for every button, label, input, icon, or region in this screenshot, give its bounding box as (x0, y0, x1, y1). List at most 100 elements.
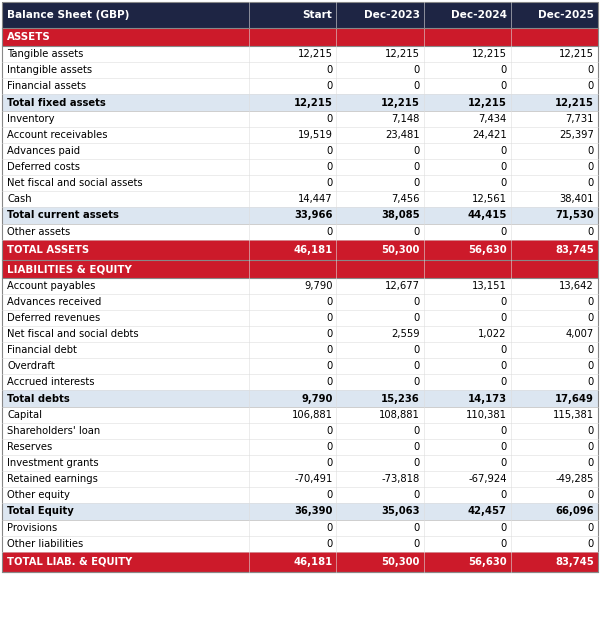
Text: 23,481: 23,481 (385, 130, 419, 140)
Text: 0: 0 (413, 490, 419, 500)
Bar (2, 46, 598, 62)
Text: Deferred costs: Deferred costs (7, 162, 80, 172)
Text: Total fixed assets: Total fixed assets (7, 97, 106, 107)
Bar (2, 455, 598, 471)
Text: Total debts: Total debts (7, 394, 70, 403)
Text: Other assets: Other assets (7, 227, 70, 237)
Text: Dec-2025: Dec-2025 (538, 10, 594, 20)
Bar (2, 487, 598, 503)
Text: 0: 0 (500, 442, 507, 452)
Text: 12,677: 12,677 (385, 281, 419, 291)
Text: 12,215: 12,215 (298, 49, 332, 59)
Text: 0: 0 (326, 313, 332, 323)
Text: 0: 0 (587, 442, 594, 452)
Text: LIABILITIES & EQUITY: LIABILITIES & EQUITY (7, 264, 132, 274)
Text: 0: 0 (500, 377, 507, 387)
Text: 38,085: 38,085 (381, 210, 419, 221)
Text: -67,924: -67,924 (468, 474, 507, 484)
Bar (2, 111, 598, 127)
Text: 12,561: 12,561 (472, 194, 507, 204)
Text: 0: 0 (587, 490, 594, 500)
Text: 0: 0 (587, 313, 594, 323)
Text: 0: 0 (587, 146, 594, 156)
Text: 0: 0 (587, 361, 594, 371)
Text: 36,390: 36,390 (294, 506, 332, 516)
Bar (2, 390, 598, 407)
Text: 0: 0 (326, 345, 332, 355)
Text: 0: 0 (413, 361, 419, 371)
Text: 0: 0 (326, 162, 332, 172)
Bar (2, 78, 598, 94)
Text: Accrued interests: Accrued interests (7, 377, 95, 387)
Text: 0: 0 (587, 345, 594, 355)
Text: Advances received: Advances received (7, 297, 101, 307)
Text: 14,447: 14,447 (298, 194, 332, 204)
Text: 0: 0 (500, 81, 507, 91)
Text: 83,745: 83,745 (555, 557, 594, 567)
Text: Financial assets: Financial assets (7, 81, 86, 91)
Text: 0: 0 (326, 539, 332, 549)
Text: 0: 0 (326, 458, 332, 468)
Text: Advances paid: Advances paid (7, 146, 80, 156)
Text: 12,215: 12,215 (381, 97, 419, 107)
Text: 0: 0 (413, 426, 419, 436)
Text: Capital: Capital (7, 410, 42, 420)
Text: Overdraft: Overdraft (7, 361, 55, 371)
Text: 9,790: 9,790 (304, 281, 332, 291)
Text: 0: 0 (500, 313, 507, 323)
Text: 0: 0 (500, 297, 507, 307)
Text: 0: 0 (500, 458, 507, 468)
Text: 12,215: 12,215 (559, 49, 594, 59)
Text: Financial debt: Financial debt (7, 345, 77, 355)
Text: 12,215: 12,215 (385, 49, 419, 59)
Text: Other liabilities: Other liabilities (7, 539, 83, 549)
Text: 0: 0 (413, 345, 419, 355)
Text: 0: 0 (587, 523, 594, 533)
Bar (2, 260, 598, 278)
Text: Total current assets: Total current assets (7, 210, 119, 221)
Bar (2, 520, 598, 536)
Text: 0: 0 (326, 361, 332, 371)
Text: 0: 0 (413, 313, 419, 323)
Text: 0: 0 (413, 523, 419, 533)
Text: Account payables: Account payables (7, 281, 95, 291)
Text: 7,456: 7,456 (391, 194, 419, 204)
Text: 0: 0 (500, 65, 507, 75)
Text: Intangible assets: Intangible assets (7, 65, 92, 75)
Text: 0: 0 (413, 377, 419, 387)
Text: 12,215: 12,215 (472, 49, 507, 59)
Bar (2, 191, 598, 207)
Text: 17,649: 17,649 (555, 394, 594, 403)
Bar (2, 127, 598, 143)
Text: 115,381: 115,381 (553, 410, 594, 420)
Text: 0: 0 (326, 377, 332, 387)
Text: 12,215: 12,215 (555, 97, 594, 107)
Text: 50,300: 50,300 (381, 557, 419, 567)
Text: 14,173: 14,173 (468, 394, 507, 403)
Text: 0: 0 (500, 345, 507, 355)
Bar (2, 552, 598, 572)
Text: 46,181: 46,181 (293, 557, 332, 567)
Text: 0: 0 (587, 162, 594, 172)
Text: 50,300: 50,300 (381, 245, 419, 255)
Text: TOTAL LIAB. & EQUITY: TOTAL LIAB. & EQUITY (7, 557, 132, 567)
Text: 0: 0 (587, 297, 594, 307)
Bar (2, 2, 598, 28)
Text: 0: 0 (413, 65, 419, 75)
Text: Tangible assets: Tangible assets (7, 49, 83, 59)
Bar (2, 407, 598, 423)
Text: 0: 0 (500, 227, 507, 237)
Text: 13,151: 13,151 (472, 281, 507, 291)
Text: 44,415: 44,415 (467, 210, 507, 221)
Text: 83,745: 83,745 (555, 245, 594, 255)
Text: -49,285: -49,285 (556, 474, 594, 484)
Text: 0: 0 (500, 426, 507, 436)
Text: Deferred revenues: Deferred revenues (7, 313, 100, 323)
Bar (2, 342, 598, 358)
Text: 0: 0 (413, 162, 419, 172)
Text: 35,063: 35,063 (381, 506, 419, 516)
Bar (2, 175, 598, 191)
Text: 0: 0 (413, 458, 419, 468)
Text: 0: 0 (326, 490, 332, 500)
Text: Net fiscal and social debts: Net fiscal and social debts (7, 329, 139, 339)
